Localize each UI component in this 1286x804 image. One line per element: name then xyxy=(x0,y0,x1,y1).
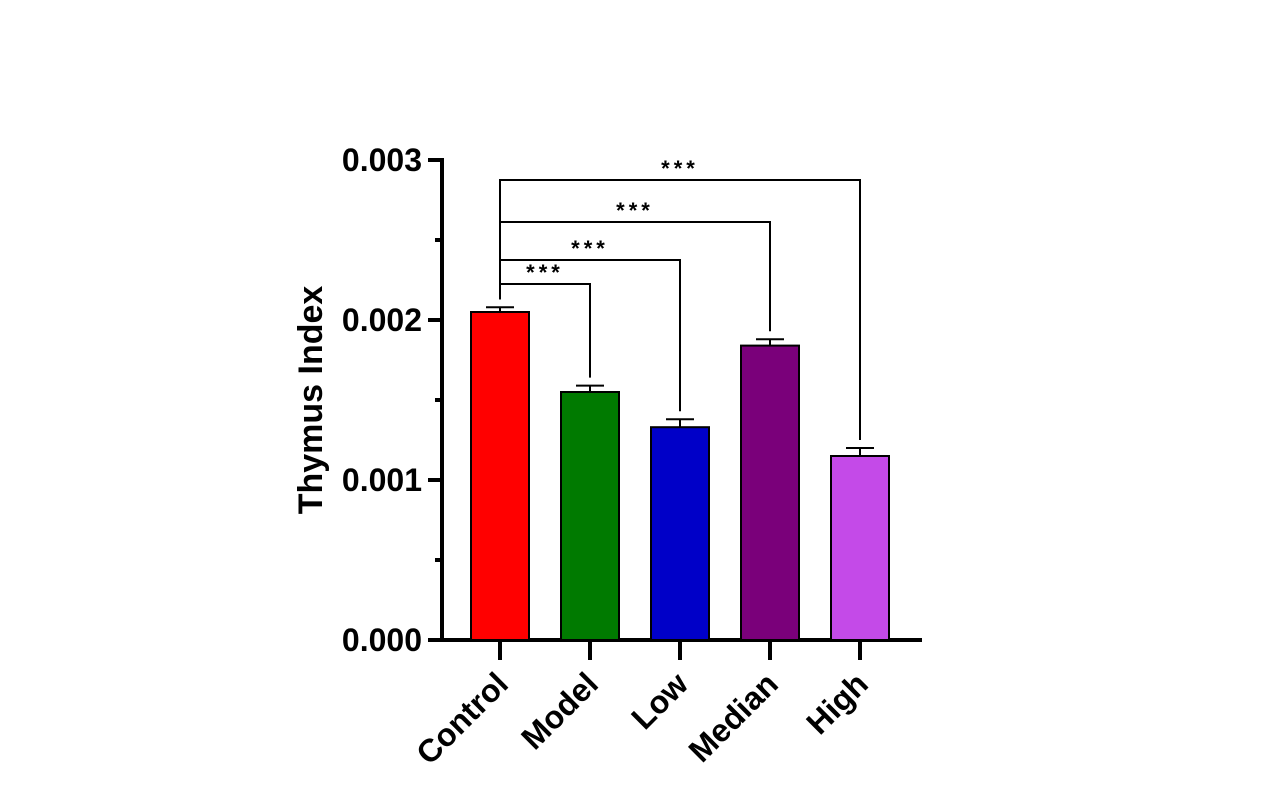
x-tick-label-model: Model xyxy=(514,665,605,756)
significance-label: *** xyxy=(661,156,699,181)
x-tick-label-high: High xyxy=(799,665,875,741)
bar-median xyxy=(740,344,800,641)
bar-high xyxy=(830,455,890,641)
x-tick-label-median: Median xyxy=(682,665,785,768)
x-tick-label-control: Control xyxy=(409,665,515,771)
bar-model xyxy=(560,391,620,641)
y-tick-label: 0.000 xyxy=(342,622,422,658)
bar-low xyxy=(650,426,710,642)
bracket-control-high xyxy=(499,179,861,440)
bar-control xyxy=(470,311,530,641)
significance-brackets: *** *** *** *** xyxy=(499,156,861,440)
significance-label: *** xyxy=(616,198,654,223)
x-tick-label-low: Low xyxy=(624,665,695,736)
significance-label: *** xyxy=(526,260,564,285)
y-tick-label: 0.003 xyxy=(342,142,422,178)
y-tick-label: 0.001 xyxy=(342,462,422,498)
y-axis-label: Thymus Index xyxy=(292,286,330,515)
y-tick-label: 0.002 xyxy=(342,302,422,338)
bars xyxy=(470,306,890,642)
significance-label: *** xyxy=(571,236,609,261)
